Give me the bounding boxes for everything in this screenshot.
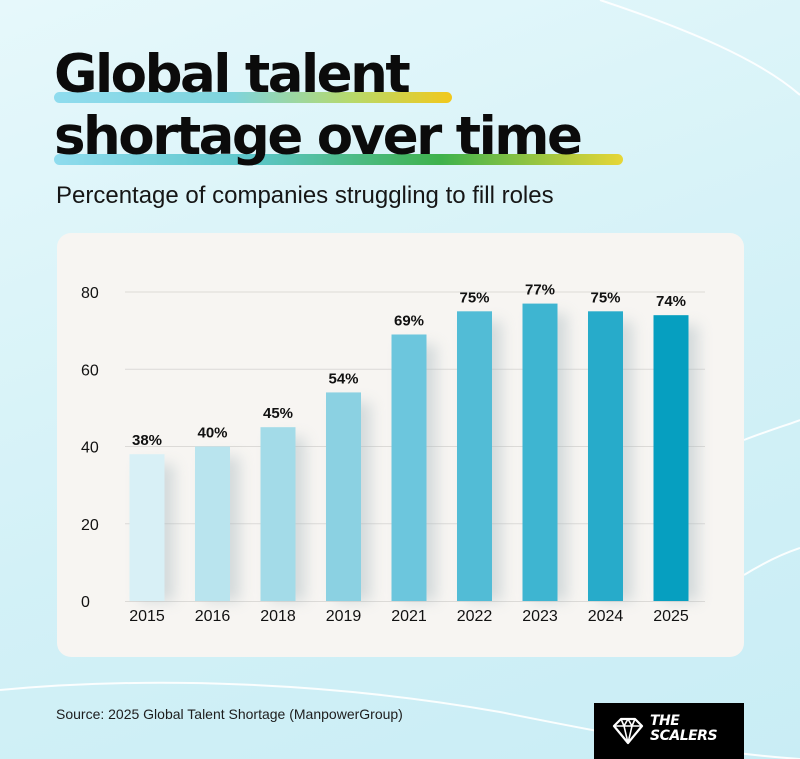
title-highlight-1 [54,92,452,103]
brand-logo-line-2: SCALERS [650,728,718,744]
data-labels: 38% 40% 45% 54% 69% 75% 77% 75% 74% [132,282,686,450]
y-tick-label: 40 [81,440,99,457]
x-tick-label: 2015 [129,608,165,625]
title-line-2-text: shortage over time [54,106,583,167]
data-label: 54% [328,370,358,387]
title-line-2: shortage over time [54,106,623,168]
x-tick-label: 2019 [326,608,362,625]
bar-chart: 0 20 40 60 80 38% 40% 45% 54% 69% 75% 77% 75% 74% 20… [81,282,705,625]
bar [326,392,361,601]
x-axis-ticks: 2015 2016 2018 2019 2021 2022 2023 2024 2025 [129,608,689,625]
data-label: 77% [525,282,555,299]
crown-icon [612,717,644,745]
chart-subtitle: Percentage of companies struggling to fi… [56,182,554,209]
x-tick-label: 2018 [260,608,296,625]
data-label: 40% [197,425,227,442]
bar [588,311,623,601]
y-axis-ticks: 0 20 40 60 80 [81,285,99,611]
title-highlight-2 [54,154,623,165]
bar [457,311,492,601]
data-label: 75% [590,289,620,306]
brand-logo: THE SCALERS [594,703,744,759]
x-tick-label: 2022 [457,608,493,625]
bars [129,303,689,601]
source-note: Source: 2025 Global Talent Shortage (Man… [56,706,403,722]
bar [195,446,230,601]
data-label: 69% [394,312,424,329]
brand-logo-line-1: THE [650,713,680,729]
data-label: 45% [263,405,293,422]
bar [129,454,165,601]
bar [391,334,427,601]
bar [653,315,689,601]
y-tick-label: 20 [81,517,99,534]
page-title: Global talent shortage over time [54,44,623,168]
data-label: 38% [132,432,162,449]
brand-logo-text: THE SCALERS [650,713,718,744]
y-tick-label: 80 [81,285,99,302]
x-tick-label: 2023 [522,608,558,625]
x-tick-label: 2024 [588,608,624,625]
bar [260,427,296,601]
bar [522,303,558,601]
x-tick-label: 2016 [195,608,231,625]
y-tick-label: 0 [81,594,90,611]
x-tick-label: 2025 [653,608,689,625]
data-label: 74% [656,293,686,310]
title-line-1-text: Global talent [54,44,411,105]
x-tick-label: 2021 [391,608,427,625]
y-tick-label: 60 [81,362,99,379]
data-label: 75% [459,289,489,306]
title-line-1: Global talent [54,44,580,106]
chart-card: 0 20 40 60 80 38% 40% 45% 54% 69% 75% 77% 75% 74% 20… [57,233,744,657]
